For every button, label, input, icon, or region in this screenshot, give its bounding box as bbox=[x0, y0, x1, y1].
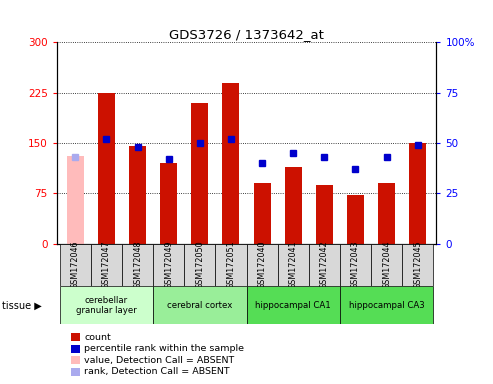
Bar bbox=[191, 103, 209, 244]
Bar bbox=[253, 184, 271, 244]
Text: GSM172045: GSM172045 bbox=[413, 241, 422, 289]
Text: tissue ▶: tissue ▶ bbox=[2, 300, 42, 310]
Bar bbox=[316, 185, 333, 244]
Text: GSM172046: GSM172046 bbox=[71, 241, 80, 289]
Bar bbox=[222, 83, 240, 244]
Bar bbox=[122, 244, 153, 286]
Text: GSM172048: GSM172048 bbox=[133, 241, 142, 289]
Bar bbox=[98, 93, 115, 244]
Text: GSM172042: GSM172042 bbox=[320, 241, 329, 289]
Text: cerebral cortex: cerebral cortex bbox=[167, 301, 233, 310]
Text: GSM172049: GSM172049 bbox=[164, 241, 173, 289]
Title: GDS3726 / 1373642_at: GDS3726 / 1373642_at bbox=[169, 28, 324, 41]
Bar bbox=[402, 244, 433, 286]
Bar bbox=[340, 286, 433, 324]
Bar bbox=[184, 244, 215, 286]
Text: rank, Detection Call = ABSENT: rank, Detection Call = ABSENT bbox=[84, 367, 230, 376]
Text: cerebellar
granular layer: cerebellar granular layer bbox=[76, 296, 137, 315]
Bar bbox=[309, 244, 340, 286]
Bar bbox=[160, 163, 177, 244]
Bar bbox=[409, 143, 426, 244]
Text: value, Detection Call = ABSENT: value, Detection Call = ABSENT bbox=[84, 356, 235, 365]
Bar bbox=[378, 184, 395, 244]
Bar bbox=[153, 286, 246, 324]
Text: GSM172050: GSM172050 bbox=[195, 241, 204, 289]
Bar bbox=[67, 157, 84, 244]
Bar bbox=[340, 244, 371, 286]
Bar bbox=[278, 244, 309, 286]
Bar bbox=[91, 244, 122, 286]
Text: GSM172044: GSM172044 bbox=[382, 241, 391, 289]
Text: GSM172040: GSM172040 bbox=[257, 241, 267, 289]
Bar bbox=[129, 146, 146, 244]
Text: hippocampal CA1: hippocampal CA1 bbox=[255, 301, 331, 310]
Bar bbox=[246, 286, 340, 324]
Text: count: count bbox=[84, 333, 111, 342]
Text: GSM172051: GSM172051 bbox=[226, 241, 236, 289]
Bar bbox=[246, 244, 278, 286]
Bar bbox=[153, 244, 184, 286]
Text: hippocampal CA3: hippocampal CA3 bbox=[349, 301, 424, 310]
Bar bbox=[284, 167, 302, 244]
Text: GSM172047: GSM172047 bbox=[102, 241, 111, 289]
Bar bbox=[60, 244, 91, 286]
Bar bbox=[347, 195, 364, 244]
Text: percentile rank within the sample: percentile rank within the sample bbox=[84, 344, 245, 353]
Bar bbox=[215, 244, 246, 286]
Bar bbox=[60, 286, 153, 324]
Text: GSM172043: GSM172043 bbox=[351, 241, 360, 289]
Bar bbox=[371, 244, 402, 286]
Text: GSM172041: GSM172041 bbox=[289, 241, 298, 289]
